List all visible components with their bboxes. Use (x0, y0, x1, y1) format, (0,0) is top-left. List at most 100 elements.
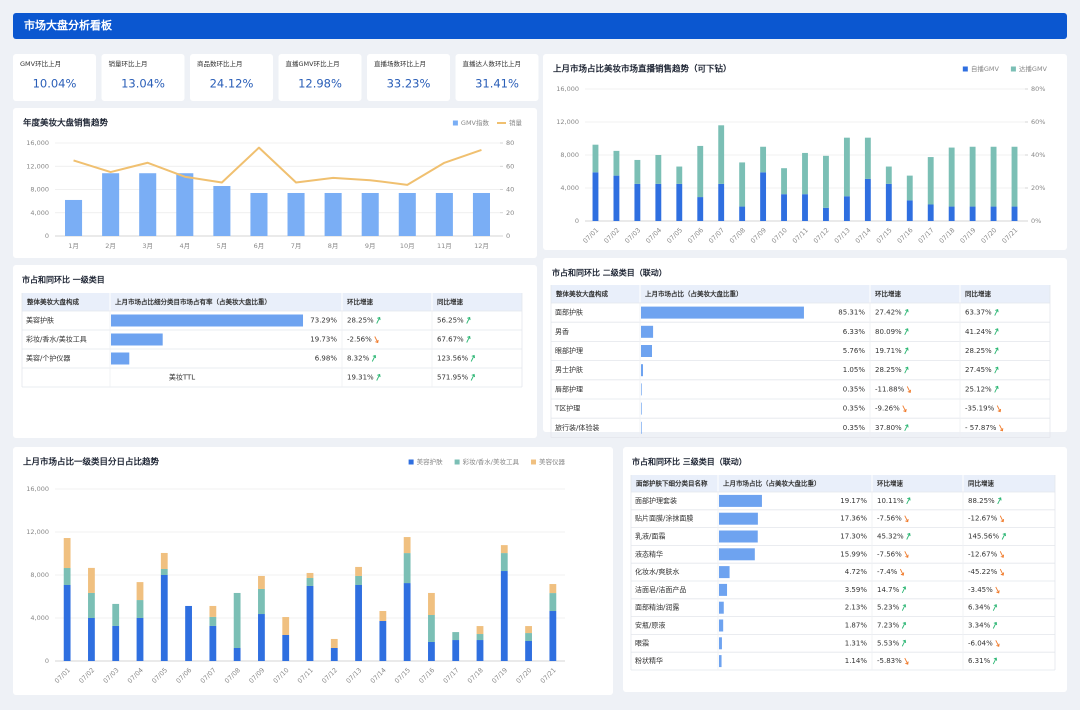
growth-value: 56.25% (437, 317, 464, 325)
arrow-down (899, 568, 905, 576)
header-bar (13, 13, 1067, 39)
y2-tick-label: 20% (1031, 184, 1045, 192)
bar-segment (1011, 206, 1018, 221)
share-bar (641, 402, 642, 415)
y2-tick-label: 40 (506, 186, 514, 194)
bar-segment (355, 566, 362, 576)
share-bar (719, 619, 724, 632)
legend-label: 彩妆/香水/美妆工具 (463, 457, 520, 466)
kpi-label: 直播GMV环比上月 (286, 59, 340, 68)
panel (543, 54, 1067, 250)
y-tick-label: 16,000 (26, 485, 49, 493)
bar-segment (282, 634, 290, 661)
bar-segment (136, 618, 144, 661)
x-tick-label: 2月 (105, 242, 116, 250)
bar (287, 192, 305, 236)
bar-segment (697, 145, 704, 198)
share-value: 2.13% (845, 604, 868, 612)
bar-segment (525, 633, 532, 642)
x-tick-label: 12月 (474, 242, 489, 250)
bar-segment (160, 575, 168, 661)
bar (213, 186, 231, 236)
growth-value: 28.25% (875, 366, 902, 374)
bar-segment (88, 592, 95, 618)
legend-swatch (454, 459, 460, 465)
growth-value: -5.83% (877, 657, 902, 665)
bar-segment (379, 611, 387, 622)
bar-segment (718, 125, 725, 184)
legend-swatch (962, 66, 968, 72)
bar-segment (676, 166, 683, 184)
bar (65, 199, 83, 236)
bar-segment (403, 553, 411, 584)
bar-segment (592, 144, 599, 173)
share-value: 0.35% (843, 385, 866, 393)
y-tick-label: 12,000 (556, 118, 579, 126)
bar-segment (969, 206, 976, 221)
share-value: 19.73% (310, 336, 337, 344)
share-value: 73.29% (310, 317, 337, 325)
row-name: 面部护理套装 (635, 496, 677, 505)
bar-segment (549, 611, 557, 661)
bar-segment (781, 168, 787, 195)
growth-value: 571.95% (437, 374, 468, 382)
arrow-up (994, 385, 999, 393)
growth-value: 25.12% (965, 385, 992, 393)
bar-segment (88, 618, 95, 661)
growth-value: - 57.87% (965, 424, 997, 432)
legend-label: 达播GMV (1019, 64, 1048, 73)
row-name: 美容护肤 (26, 316, 54, 325)
legend-label: GMV指数 (461, 118, 490, 127)
bar-segment (613, 150, 620, 176)
share-bar (719, 583, 728, 596)
legend-label: 美容护肤 (417, 457, 444, 466)
x-tick-label: 9月 (365, 242, 376, 250)
growth-value: 41.24% (965, 328, 992, 336)
bar-segment (990, 206, 997, 221)
bar-segment (843, 137, 850, 197)
panel (367, 54, 450, 101)
arrow-up (1001, 532, 1007, 540)
share-value: 1.87% (845, 622, 868, 630)
bar-segment (906, 200, 913, 221)
bar-segment (500, 553, 508, 572)
bar-segment (306, 578, 314, 586)
x-tick-label: 7月 (291, 242, 302, 250)
arrow-up (901, 621, 907, 629)
arrow-up (904, 347, 909, 355)
table-header (551, 285, 1050, 303)
arrow-up (904, 309, 909, 316)
growth-value: 145.56% (968, 533, 999, 541)
y-tick-label: 4,000 (560, 184, 579, 192)
x-tick-label: 5月 (217, 242, 228, 250)
bar-segment (634, 183, 641, 221)
legend-swatch (452, 120, 458, 126)
y-tick-label: 12,000 (26, 528, 49, 536)
bar-segment (330, 647, 338, 661)
bar-segment (525, 626, 532, 634)
arrow-down (995, 586, 1000, 594)
bar-segment (403, 583, 411, 661)
bar (398, 192, 416, 236)
legend-label: 美容仪器 (539, 457, 566, 466)
y-tick-label: 0 (575, 217, 579, 225)
growth-value: 28.25% (347, 317, 374, 325)
column-header: 上月市场占比细分类目市场占有率（占美妆大盘比重） (115, 297, 271, 306)
y-tick-label: 0 (45, 232, 49, 240)
bar (102, 173, 120, 236)
row-name: 旅行装/体验装 (555, 423, 599, 432)
x-tick-label: 3月 (142, 242, 153, 250)
arrow-up (992, 604, 998, 611)
bar-segment (739, 206, 746, 221)
share-bar (719, 655, 722, 668)
share-value: 15.99% (840, 550, 867, 558)
panel (190, 54, 273, 101)
share-bar (111, 314, 304, 327)
panel (623, 447, 1067, 692)
bar-segment (63, 568, 71, 585)
bar-segment (823, 155, 829, 208)
y2-tick-label: 40% (1031, 151, 1045, 159)
bar-segment (476, 640, 484, 661)
arrow-down (999, 551, 1005, 558)
table-title: 市占和同环比 三级类目（联动） (632, 457, 747, 467)
